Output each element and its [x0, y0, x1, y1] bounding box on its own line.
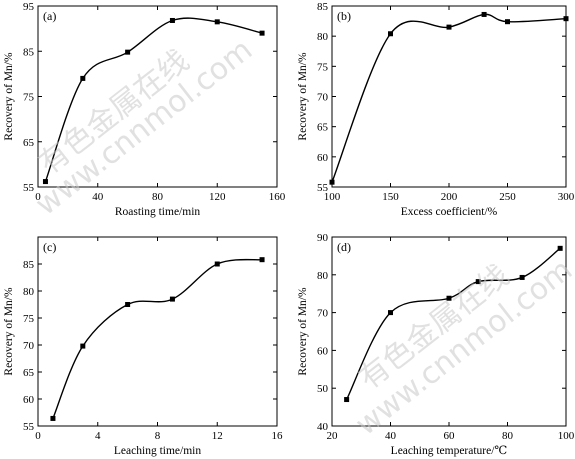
y-tick-label: 40 — [317, 421, 329, 433]
y-tick-label: 65 — [23, 367, 35, 379]
x-tick-label: 100 — [558, 430, 575, 442]
data-point — [344, 397, 350, 403]
y-tick-label: 50 — [317, 383, 329, 395]
data-point — [505, 19, 510, 25]
data-point — [80, 343, 86, 349]
data-point — [169, 296, 175, 302]
y-tick-label: 70 — [23, 340, 35, 352]
panel-label: (d) — [337, 240, 351, 254]
data-point — [125, 302, 131, 307]
x-tick-label: 0 — [35, 191, 41, 203]
plot-frame-b — [331, 5, 567, 188]
y-tick-label: 85 — [317, 1, 329, 13]
x-tick-label: 16 — [272, 430, 284, 442]
x-tick-label: 12 — [212, 430, 223, 442]
y-tick-label: 95 — [23, 1, 35, 13]
x-tick-label: 200 — [441, 191, 458, 203]
x-tick-label: 80 — [502, 430, 514, 442]
data-point — [80, 75, 86, 81]
x-tick-label: 160 — [269, 191, 286, 203]
data-point — [42, 179, 48, 185]
y-axis-label: Recovery of Mn/% — [3, 287, 15, 376]
y-axis-label: Recovery of Mn/% — [3, 52, 15, 141]
y-tick-label: 65 — [317, 122, 329, 134]
x-tick-label: 150 — [382, 191, 399, 203]
x-tick-label: 40 — [385, 430, 397, 442]
chart-panel-c: 0 4 8 12 16 55 60 65 70 75 80 85 Leaching time/min Re… — [3, 236, 284, 457]
x-tick-label: 40 — [92, 191, 104, 203]
data-point — [557, 245, 563, 251]
x-tick-label: 120 — [209, 191, 226, 203]
data-point — [388, 310, 393, 316]
y-tick-label: 60 — [23, 394, 35, 406]
panel-label: (b) — [337, 9, 351, 23]
y-tick-label: 75 — [23, 313, 35, 325]
data-point — [259, 257, 265, 263]
x-axis-label: Leaching temperature/℃ — [391, 445, 508, 457]
y-tick-label: 70 — [317, 308, 329, 320]
x-tick-label: 100 — [324, 191, 341, 203]
data-point — [50, 415, 56, 421]
x-tick-label: 300 — [558, 191, 575, 203]
y-tick-label: 60 — [317, 345, 329, 357]
y-axis-label: Recovery of Mn/% — [297, 52, 309, 141]
x-tick-label: 20 — [327, 430, 339, 442]
x-axis-label: Leaching time/min — [114, 445, 201, 457]
y-tick-label: 55 — [317, 182, 329, 194]
x-tick-label: 80 — [152, 191, 164, 203]
data-point — [519, 274, 525, 280]
panel-label: (a) — [43, 9, 56, 23]
data-point — [563, 16, 569, 22]
data-point — [446, 295, 452, 301]
series-line — [331, 13, 567, 183]
data-point — [259, 30, 265, 36]
series-line — [52, 258, 263, 419]
data-point — [481, 11, 487, 17]
y-tick-label: 70 — [317, 92, 329, 104]
x-tick-label: 60 — [444, 430, 456, 442]
data-point — [388, 31, 393, 37]
x-axis-label: Excess coefficient/% — [401, 206, 498, 218]
x-axis-label: Roasting time/min — [115, 206, 201, 218]
y-tick-label: 75 — [23, 92, 35, 104]
x-tick-label: 250 — [499, 191, 516, 203]
data-point — [329, 179, 335, 185]
x-tick-label: 8 — [155, 430, 161, 442]
y-tick-label: 55 — [23, 182, 35, 194]
y-tick-label: 80 — [23, 286, 35, 298]
panel-label: (c) — [43, 240, 56, 254]
x-tick-label: 4 — [95, 430, 101, 442]
data-point — [125, 49, 131, 55]
y-tick-label: 80 — [317, 270, 329, 282]
data-point — [169, 17, 175, 23]
data-point — [214, 19, 220, 25]
data-point — [446, 24, 452, 30]
y-tick-label: 60 — [317, 152, 329, 164]
y-tick-label: 85 — [23, 46, 35, 58]
y-tick-label: 55 — [23, 421, 35, 433]
y-tick-label: 90 — [317, 232, 329, 244]
data-point — [214, 261, 220, 267]
x-tick-label: 0 — [35, 430, 41, 442]
chart-panel-b: 100 150 200 250 300 55 60 65 70 75 80 85 Excess coef… — [297, 1, 575, 218]
data-point — [475, 279, 481, 285]
y-tick-label: 65 — [23, 137, 35, 149]
plot-frame-c — [37, 236, 278, 427]
y-axis-label: Recovery of Mn/% — [297, 287, 309, 376]
y-tick-label: 85 — [23, 259, 35, 271]
y-tick-label: 80 — [317, 31, 329, 43]
y-tick-label: 75 — [317, 61, 329, 73]
chart-panel-a: 0 40 80 120 160 55 65 75 85 95 Roasting time/min Re… — [3, 1, 286, 218]
